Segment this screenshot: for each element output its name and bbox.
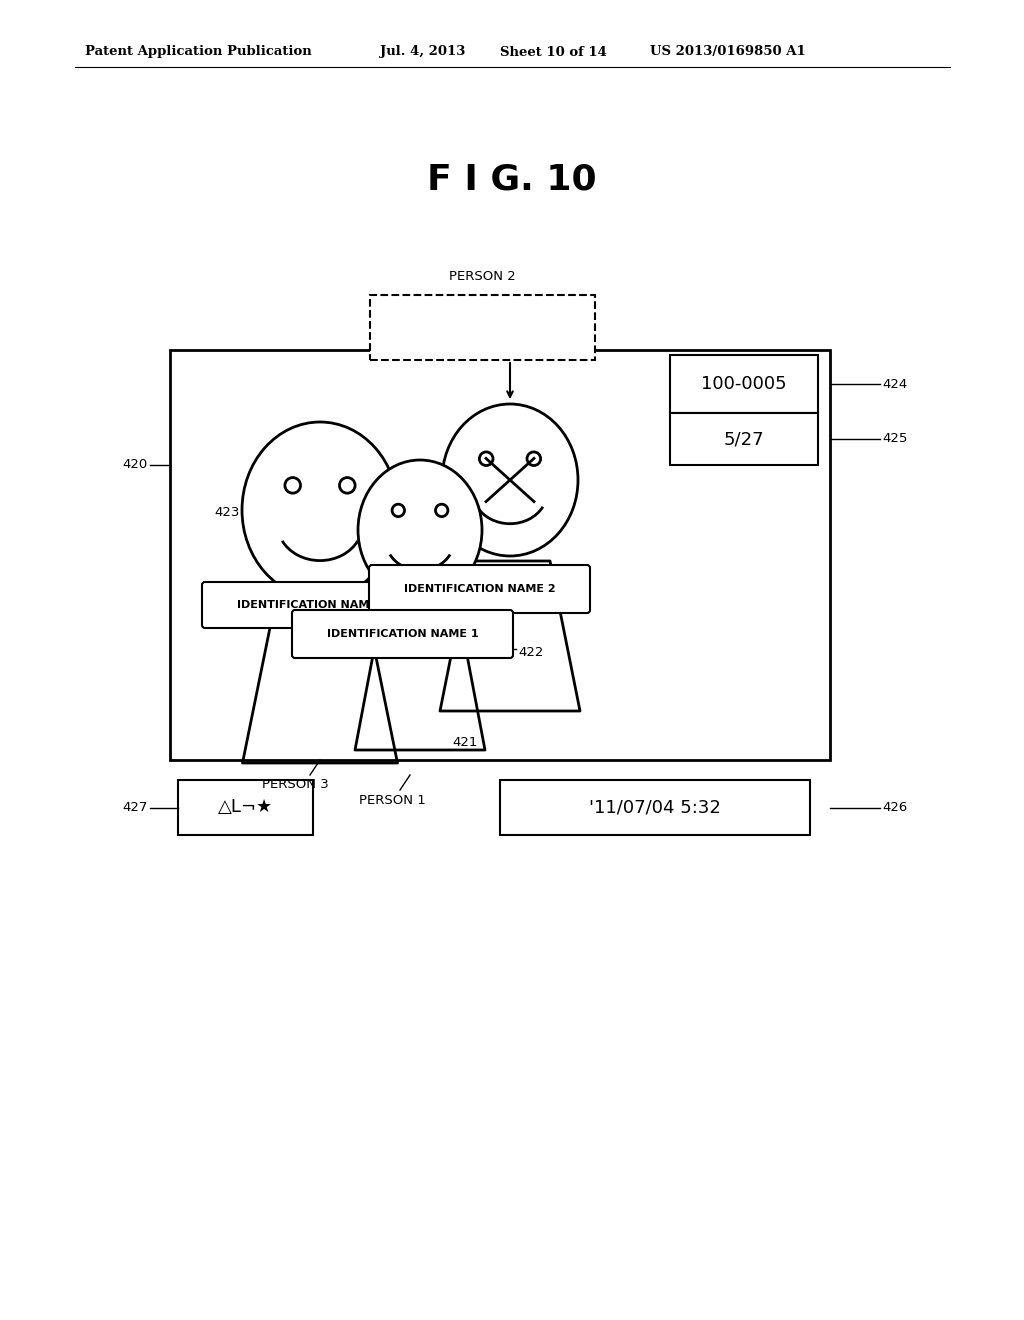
Text: 421: 421 xyxy=(452,735,477,748)
Text: 420: 420 xyxy=(123,458,148,471)
Text: PERSON 2: PERSON 2 xyxy=(450,271,516,282)
Ellipse shape xyxy=(242,422,398,598)
FancyBboxPatch shape xyxy=(369,565,590,612)
Text: Sheet 10 of 14: Sheet 10 of 14 xyxy=(500,45,607,58)
Text: 426: 426 xyxy=(882,801,907,814)
Text: 100-0005: 100-0005 xyxy=(701,375,786,393)
Circle shape xyxy=(479,451,493,466)
Bar xyxy=(670,413,818,465)
Circle shape xyxy=(392,504,404,516)
Text: 424: 424 xyxy=(882,378,907,391)
Bar xyxy=(370,294,595,360)
Text: PERSON 1: PERSON 1 xyxy=(358,793,425,807)
Bar xyxy=(500,780,810,836)
Text: US 2013/0169850 A1: US 2013/0169850 A1 xyxy=(650,45,806,58)
Text: 5/27: 5/27 xyxy=(724,430,764,447)
Text: IDENTIFICATION NAME 1: IDENTIFICATION NAME 1 xyxy=(327,630,478,639)
Text: IDENTIFICATION NAME 3: IDENTIFICATION NAME 3 xyxy=(237,601,388,610)
Text: F I G. 10: F I G. 10 xyxy=(427,162,597,197)
Circle shape xyxy=(435,504,447,516)
FancyBboxPatch shape xyxy=(292,610,513,657)
Circle shape xyxy=(527,451,541,466)
Text: '11/07/04 5:32: '11/07/04 5:32 xyxy=(589,799,721,817)
Text: Jul. 4, 2013: Jul. 4, 2013 xyxy=(380,45,465,58)
FancyBboxPatch shape xyxy=(202,582,423,628)
Bar xyxy=(178,780,313,836)
Text: 422: 422 xyxy=(518,645,544,659)
Text: IDENTIFICATION NAME 2: IDENTIFICATION NAME 2 xyxy=(403,583,555,594)
Bar xyxy=(170,350,830,760)
Bar xyxy=(670,355,818,413)
Text: △L¬★: △L¬★ xyxy=(218,799,273,817)
Text: 425: 425 xyxy=(882,433,907,446)
Text: 423: 423 xyxy=(215,506,240,519)
Circle shape xyxy=(340,478,355,494)
Text: Patent Application Publication: Patent Application Publication xyxy=(85,45,311,58)
Text: 427: 427 xyxy=(123,801,148,814)
Ellipse shape xyxy=(358,459,482,601)
Circle shape xyxy=(285,478,300,494)
Text: PERSON 3: PERSON 3 xyxy=(261,779,329,792)
Ellipse shape xyxy=(442,404,578,556)
